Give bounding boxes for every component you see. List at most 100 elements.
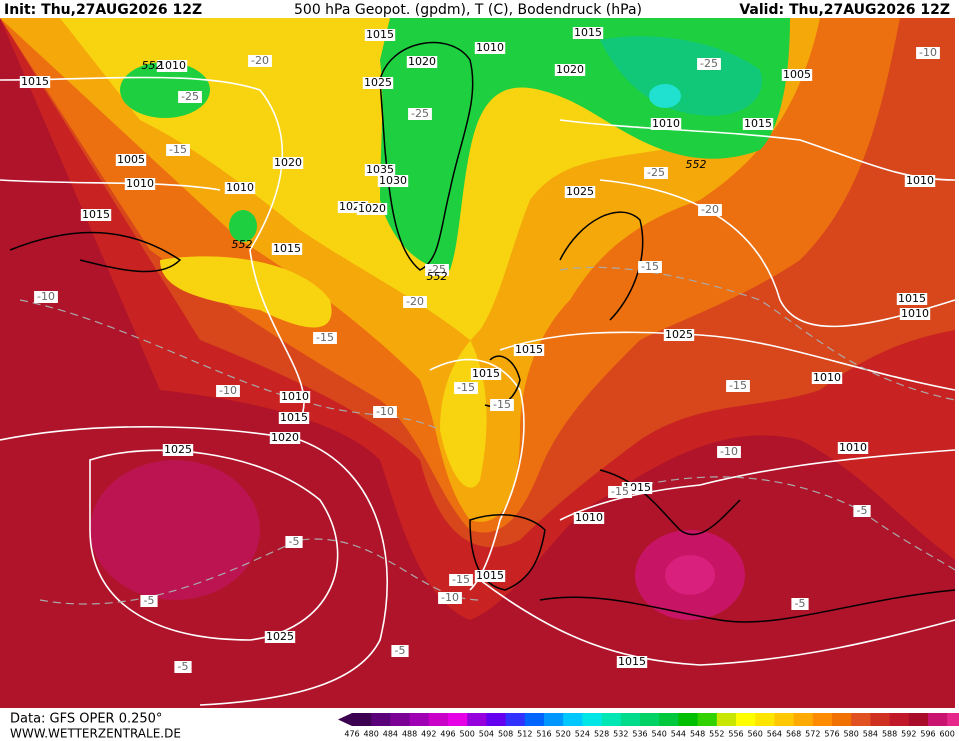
colorbar-label: 520 <box>556 730 571 739</box>
colorbar-label: 584 <box>863 730 878 739</box>
temperature-label: -25 <box>647 166 665 179</box>
temperature-label: -15 <box>457 381 475 394</box>
colorbar-label: 564 <box>767 730 782 739</box>
field-green-2 <box>600 36 762 116</box>
colorbar-swatch <box>640 713 660 726</box>
pressure-label-box <box>899 308 931 320</box>
pressure-label: 1010 <box>901 307 929 320</box>
temperature-label-box <box>140 595 158 607</box>
pressure-label-box <box>650 118 682 130</box>
temperature-label-box <box>313 332 337 344</box>
colorbar-swatch <box>486 713 507 726</box>
isobar <box>559 119 956 181</box>
colorbar-swatch <box>870 713 891 726</box>
pressure-label-box <box>406 56 438 68</box>
temperature-label: -20 <box>701 203 719 216</box>
height-label: 552 <box>232 238 253 251</box>
isobar <box>0 426 389 706</box>
pressure-label-box <box>272 157 304 169</box>
colorbar-label: 492 <box>421 730 436 739</box>
pressure-label-box <box>904 175 936 187</box>
pressure-label-box <box>663 329 695 341</box>
colorbar-swatch <box>832 713 852 726</box>
temperature-label: -15 <box>493 398 511 411</box>
pressure-label: 1015 <box>280 411 308 424</box>
colorbar-swatch <box>467 713 487 726</box>
pressure-label: 1015 <box>574 26 602 39</box>
colorbar-swatch <box>390 713 411 726</box>
map-field <box>0 18 955 708</box>
temperature-label-box <box>916 47 940 59</box>
temperature-label-box <box>726 380 750 392</box>
colorbar-arrow-low <box>338 713 352 726</box>
temperature-label: -25 <box>428 263 446 276</box>
title: 500 hPa Geopot. (gpdm), T (C), Bodendruc… <box>294 2 642 18</box>
height-label: 552 <box>686 158 707 171</box>
temperature-label-box <box>490 399 514 411</box>
colorbar-swatch <box>620 713 641 726</box>
colorbar-label: 504 <box>479 730 494 739</box>
pressure-label-box <box>356 203 388 215</box>
colorbar-swatch <box>659 713 679 726</box>
pressure-label-box <box>572 27 604 39</box>
temperature-label-box <box>449 574 473 586</box>
coast-scandinavia <box>559 211 644 321</box>
pressure-label-box <box>513 344 545 356</box>
pressure-label-box <box>573 512 605 524</box>
temperature-label: -20 <box>251 54 269 67</box>
height-label: 552 <box>427 270 448 283</box>
colorbar-swatch <box>524 713 545 726</box>
colorbar-label: 524 <box>575 730 590 739</box>
colorbar-label: 500 <box>460 730 475 739</box>
colorbar-swatch <box>755 713 775 726</box>
colorbar-swatch <box>678 713 699 726</box>
colorbar-swatch <box>371 713 391 726</box>
pressure-label: 1010 <box>126 177 154 190</box>
colorbar-swatch <box>947 713 959 726</box>
temperature-label-box <box>644 167 668 179</box>
temperature-label: -10 <box>219 384 237 397</box>
colorbar-label: 540 <box>652 730 667 739</box>
pressure-label: 1010 <box>906 174 934 187</box>
pressure-label: 1010 <box>158 59 186 72</box>
pressure-label-box <box>264 631 296 643</box>
isobar <box>559 449 956 521</box>
temperature-label-box <box>425 264 449 276</box>
temperature-label-box <box>638 261 662 273</box>
temperature-label: -15 <box>641 260 659 273</box>
pressure-label: 1020 <box>358 202 386 215</box>
temperature-label-box <box>608 486 632 498</box>
colorbar-swatch <box>505 713 526 726</box>
colorbar-swatch <box>774 713 795 726</box>
pressure-label-box <box>742 118 774 130</box>
pressure-label-box <box>781 69 813 81</box>
pressure-label: 1015 <box>472 367 500 380</box>
pressure-label-box <box>271 243 303 255</box>
temperature-label: -10 <box>441 591 459 604</box>
temperature-label: -25 <box>411 107 429 120</box>
pressure-label: 1015 <box>515 343 543 356</box>
colorbar-swatch <box>409 713 430 726</box>
pressure-label: 1030 <box>379 174 407 187</box>
colorbar-label: 580 <box>844 730 859 739</box>
pressure-label: 1010 <box>575 511 603 524</box>
colorbar-label: 516 <box>536 730 551 739</box>
pressure-label-box <box>896 293 928 305</box>
pressure-label: 1025 <box>164 443 192 456</box>
isobar <box>89 449 339 641</box>
pressure-label-box <box>362 77 394 89</box>
pressure-label-box <box>377 175 409 187</box>
pressure-label-box <box>156 60 188 72</box>
pressure-label: 1015 <box>744 117 772 130</box>
pressure-label: 1005 <box>117 153 145 166</box>
temperature-label: -10 <box>919 46 937 59</box>
colorbar-label: 596 <box>920 730 935 739</box>
colorbar-swatch <box>697 713 718 726</box>
colorbar-label: 592 <box>901 730 916 739</box>
colorbar-label: 536 <box>632 730 647 739</box>
colorbar-swatch <box>736 713 756 726</box>
temperature-label-box <box>791 598 809 610</box>
temperature-label-box <box>373 406 397 418</box>
temperature-label-box <box>403 296 427 308</box>
